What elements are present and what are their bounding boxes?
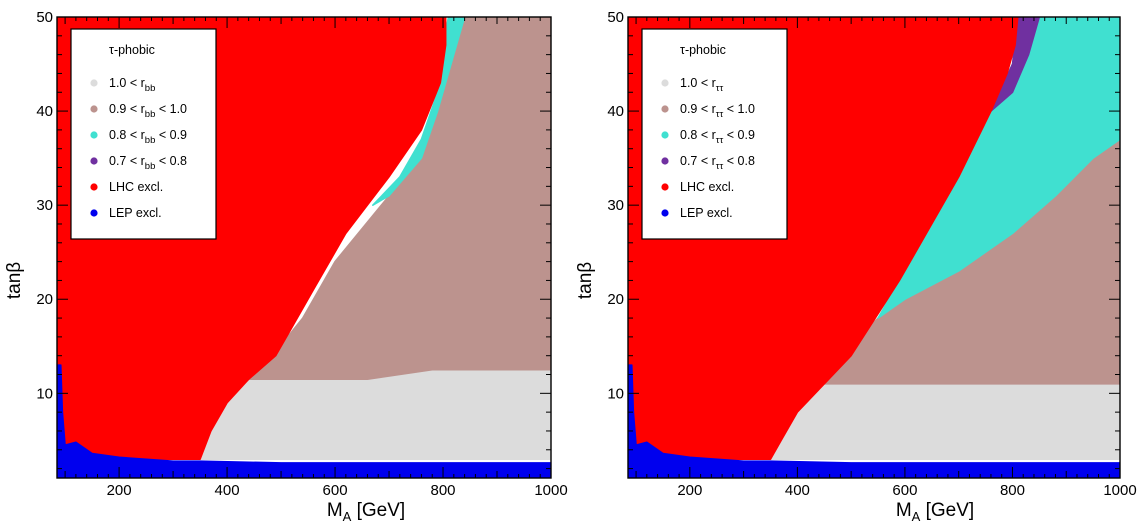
x-tick-label: 800 (431, 482, 456, 499)
y-tick-label: 20 (607, 291, 624, 308)
y-tick-label: 40 (607, 103, 624, 120)
legend-marker (661, 105, 669, 113)
x-tick-label: 200 (677, 482, 702, 499)
y-axis-title: tanβ (575, 262, 596, 299)
region-1 (769, 383, 1120, 460)
legend-marker (661, 209, 669, 217)
region-layer (628, 17, 1120, 478)
region-6 (628, 364, 1120, 478)
x-tick-label: 200 (107, 482, 132, 499)
y-tick-label: 50 (36, 9, 53, 26)
region-1 (199, 369, 551, 460)
region-4 (990, 17, 1041, 112)
x-tick-label: 1000 (534, 482, 567, 499)
legend-marker (661, 157, 669, 165)
legend-entry: 0.7 < rbb < 0.8 (109, 154, 187, 172)
legend-title: τ-phobic (680, 43, 726, 57)
y-axis: 10 20 30 40 50 (36, 9, 551, 470)
legend-title: τ-phobic (109, 43, 155, 57)
x-axis: 200 400 600 800 1000 (64, 17, 568, 499)
y-axis: 10 20 30 40 50 (607, 9, 1120, 470)
x-tick-label: 400 (215, 482, 240, 499)
legend-entry: LEP excl. (680, 206, 733, 220)
legend-entry: LHC excl. (680, 180, 734, 194)
x-axis-title: MA [GeV] (327, 500, 405, 523)
legend-marker (90, 183, 98, 191)
x-axis-title: MA [GeV] (896, 500, 974, 523)
x-tick-label: 800 (1000, 482, 1025, 499)
x-axis: 200 400 600 800 1000 (635, 17, 1137, 499)
legend-marker (661, 79, 669, 87)
legend-entry: 0.8 < rbb < 0.9 (109, 128, 187, 146)
legend-entry: LEP excl. (109, 206, 162, 220)
legend-entry: 1.0 < rbb (109, 76, 155, 94)
plot-panel-left: 200 400 600 800 1000 10 20 30 40 50 MA [GeV] tanβ τ-… (4, 9, 568, 523)
y-axis-title: tanβ (4, 262, 25, 299)
legend-marker (90, 157, 98, 165)
y-tick-label: 40 (36, 103, 53, 120)
legend: τ-phobic 1.0 < rbb 0.9 < rbb < 1.0 0.8 < rb… (70, 28, 217, 240)
y-tick-label: 50 (607, 9, 624, 26)
x-tick-label: 600 (323, 482, 348, 499)
y-tick-label: 30 (36, 197, 53, 214)
x-tick-label: 1000 (1103, 482, 1136, 499)
legend-marker (90, 105, 98, 113)
plot-frame (56, 16, 552, 479)
legend-entry: 0.9 < rττ < 1.0 (680, 102, 755, 120)
legend-marker (661, 183, 669, 191)
y-tick-label: 10 (607, 385, 624, 402)
x-tick-label: 600 (892, 482, 917, 499)
region-5 (57, 364, 551, 478)
legend-entry: 0.9 < rbb < 1.0 (109, 102, 187, 120)
legend-entry: LHC excl. (109, 180, 163, 194)
y-tick-label: 30 (607, 197, 624, 214)
legend-marker (90, 131, 98, 139)
legend-marker (90, 79, 98, 87)
legend-marker (90, 209, 98, 217)
plot-panel-right: 200 400 600 800 1000 10 20 30 40 50 MA [GeV] tanβ τ-… (575, 9, 1137, 523)
legend-entry: 0.7 < rττ < 0.8 (680, 154, 755, 172)
legend: τ-phobic 1.0 < rττ 0.9 < rττ < 1.0 0.8 < rτ… (641, 28, 788, 240)
x-tick-label: 400 (785, 482, 810, 499)
legend-marker (661, 131, 669, 139)
y-tick-label: 20 (36, 291, 53, 308)
legend-entry: 1.0 < rττ (680, 76, 724, 94)
legend-entry: 0.8 < rττ < 0.9 (680, 128, 755, 146)
plot-frame (627, 16, 1121, 479)
y-tick-label: 10 (36, 385, 53, 402)
